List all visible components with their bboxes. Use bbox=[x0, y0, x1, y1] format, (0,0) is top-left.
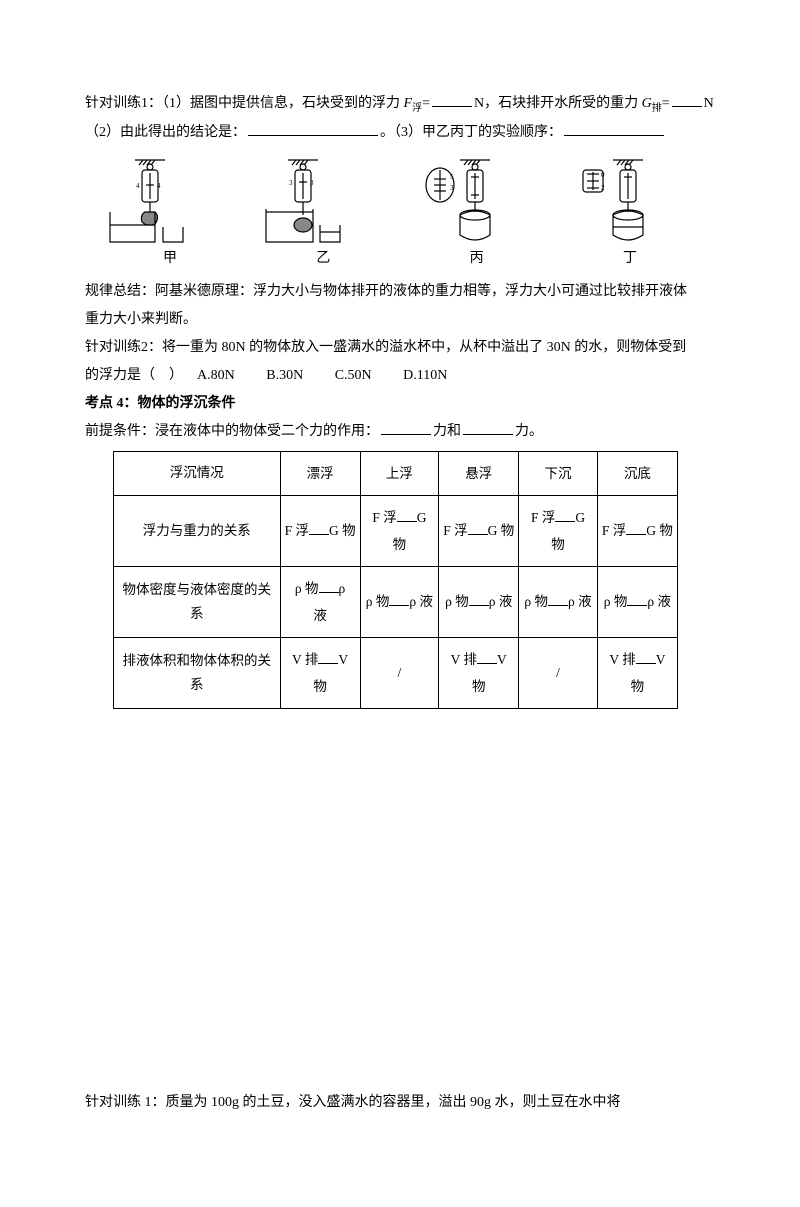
diagram-ding: 0 2 丁 bbox=[565, 157, 695, 273]
svg-text:2: 2 bbox=[601, 184, 605, 192]
svg-text:4: 4 bbox=[157, 182, 161, 190]
th0: 浮沉情况 bbox=[114, 451, 281, 495]
diagram-jia: 4 4 甲 bbox=[105, 157, 235, 273]
label-jia: 甲 bbox=[105, 245, 235, 273]
svg-text:3: 3 bbox=[310, 179, 314, 187]
th5: 沉底 bbox=[597, 451, 677, 495]
label-ding: 丁 bbox=[565, 245, 695, 273]
kd4-pre: 前提条件：浸在液体中的物体受二个力的作用： bbox=[85, 424, 379, 439]
float-sink-table: 浮沉情况 漂浮 上浮 悬浮 下沉 沉底 浮力与重力的关系 F 浮G 物 F 浮G… bbox=[113, 451, 678, 709]
r2c3: ρ 物ρ 液 bbox=[439, 566, 519, 637]
label-bing: 丙 bbox=[412, 245, 542, 273]
svg-text:3: 3 bbox=[450, 184, 454, 192]
optA: A.80N bbox=[197, 368, 235, 383]
diagram-yi: 3 3 乙 bbox=[258, 157, 388, 273]
r1-label: 浮力与重力的关系 bbox=[114, 495, 281, 566]
r2c4: ρ 物ρ 液 bbox=[519, 566, 597, 637]
th2: 上浮 bbox=[360, 451, 438, 495]
th1: 漂浮 bbox=[280, 451, 360, 495]
ex1-pre: 针对训练1：（1）据图中提供信息，石块受到的浮力 bbox=[85, 96, 400, 111]
g-sub: 排 bbox=[652, 103, 662, 114]
blank-order bbox=[564, 121, 664, 136]
r1c3: F 浮G 物 bbox=[439, 495, 519, 566]
exercise2-line1: 针对训练2：将一重为 80N 的物体放入一盛满水的溢水杯中，从杯中溢出了 30N… bbox=[85, 334, 715, 362]
f-sub: 浮 bbox=[412, 103, 422, 114]
summary-line1: 规律总结：阿基米德原理：浮力大小与物体排开的液体的重力相等，浮力大小可通过比较排… bbox=[85, 278, 715, 306]
kaodian4-cond: 前提条件：浸在液体中的物体受二个力的作用： 力和 力。 bbox=[85, 418, 715, 446]
r2c2: ρ 物ρ 液 bbox=[360, 566, 438, 637]
r3c5: V 排V 物 bbox=[597, 637, 677, 708]
ex1-l2-post: 。（3）甲乙丙丁的实验顺序： bbox=[380, 125, 562, 140]
r2c1: ρ 物ρ液 bbox=[280, 566, 360, 637]
label-yi: 乙 bbox=[258, 245, 388, 273]
r1c5: F 浮G 物 bbox=[597, 495, 677, 566]
r1c2: F 浮G 物 bbox=[360, 495, 438, 566]
r3c1: V 排V 物 bbox=[280, 637, 360, 708]
r1c4: F 浮G 物 bbox=[519, 495, 597, 566]
blank-ffu bbox=[432, 92, 472, 107]
r3-label: 排液体积和物体体积的关系 bbox=[114, 637, 281, 708]
r3c2: / bbox=[360, 637, 438, 708]
kd4-title-text: 考点 4：物体的浮沉条件 bbox=[85, 396, 236, 411]
summary-line2: 重力大小来判断。 bbox=[85, 306, 715, 334]
th3: 悬浮 bbox=[439, 451, 519, 495]
r3c4: / bbox=[519, 637, 597, 708]
kd4-mid: 力和 bbox=[433, 424, 461, 439]
r3c3: V 排V 物 bbox=[439, 637, 519, 708]
svg-text:3: 3 bbox=[289, 179, 293, 187]
blank-force2 bbox=[463, 420, 513, 435]
r1c1: F 浮G 物 bbox=[280, 495, 360, 566]
th4: 下沉 bbox=[519, 451, 597, 495]
diagram-bing: 5 3 丙 bbox=[412, 157, 542, 273]
exercise2-line2: 的浮力是（ ） A.80N B.30N C.50N D.110N bbox=[85, 362, 715, 390]
r2c5: ρ 物ρ 液 bbox=[597, 566, 677, 637]
svg-text:4: 4 bbox=[136, 182, 140, 190]
kaodian4-title: 考点 4：物体的浮沉条件 bbox=[85, 390, 715, 418]
blank-conclusion bbox=[248, 121, 378, 136]
ex1-l2-pre: （2）由此得出的结论是： bbox=[85, 125, 246, 140]
optD: D.110N bbox=[403, 368, 447, 383]
svg-text:5: 5 bbox=[450, 173, 454, 181]
unit1: N，石块排开水所受的重力 bbox=[474, 96, 638, 111]
ex2-pre: 的浮力是（ ） bbox=[85, 368, 183, 383]
optB: B.30N bbox=[266, 368, 303, 383]
kd4-post: 力。 bbox=[515, 424, 543, 439]
unit2: N bbox=[704, 96, 714, 111]
svg-text:0: 0 bbox=[601, 171, 605, 179]
optC: C.50N bbox=[335, 368, 372, 383]
bottom-exercise: 针对训练 1：质量为 100g 的土豆，没入盛满水的容器里，溢出 90g 水，则… bbox=[85, 1089, 715, 1117]
blank-force1 bbox=[381, 420, 431, 435]
diagram-row: 4 4 甲 3 3 bbox=[105, 157, 695, 273]
r2-label: 物体密度与液体密度的关系 bbox=[114, 566, 281, 637]
exercise1-line2: （2）由此得出的结论是： 。（3）甲乙丙丁的实验顺序： bbox=[85, 119, 715, 147]
g-symbol: G bbox=[642, 96, 652, 111]
blank-gpai bbox=[672, 92, 702, 107]
f-symbol: F bbox=[404, 96, 413, 111]
exercise1-line1: 针对训练1：（1）据图中提供信息，石块受到的浮力 F浮=N，石块排开水所受的重力… bbox=[85, 90, 715, 119]
